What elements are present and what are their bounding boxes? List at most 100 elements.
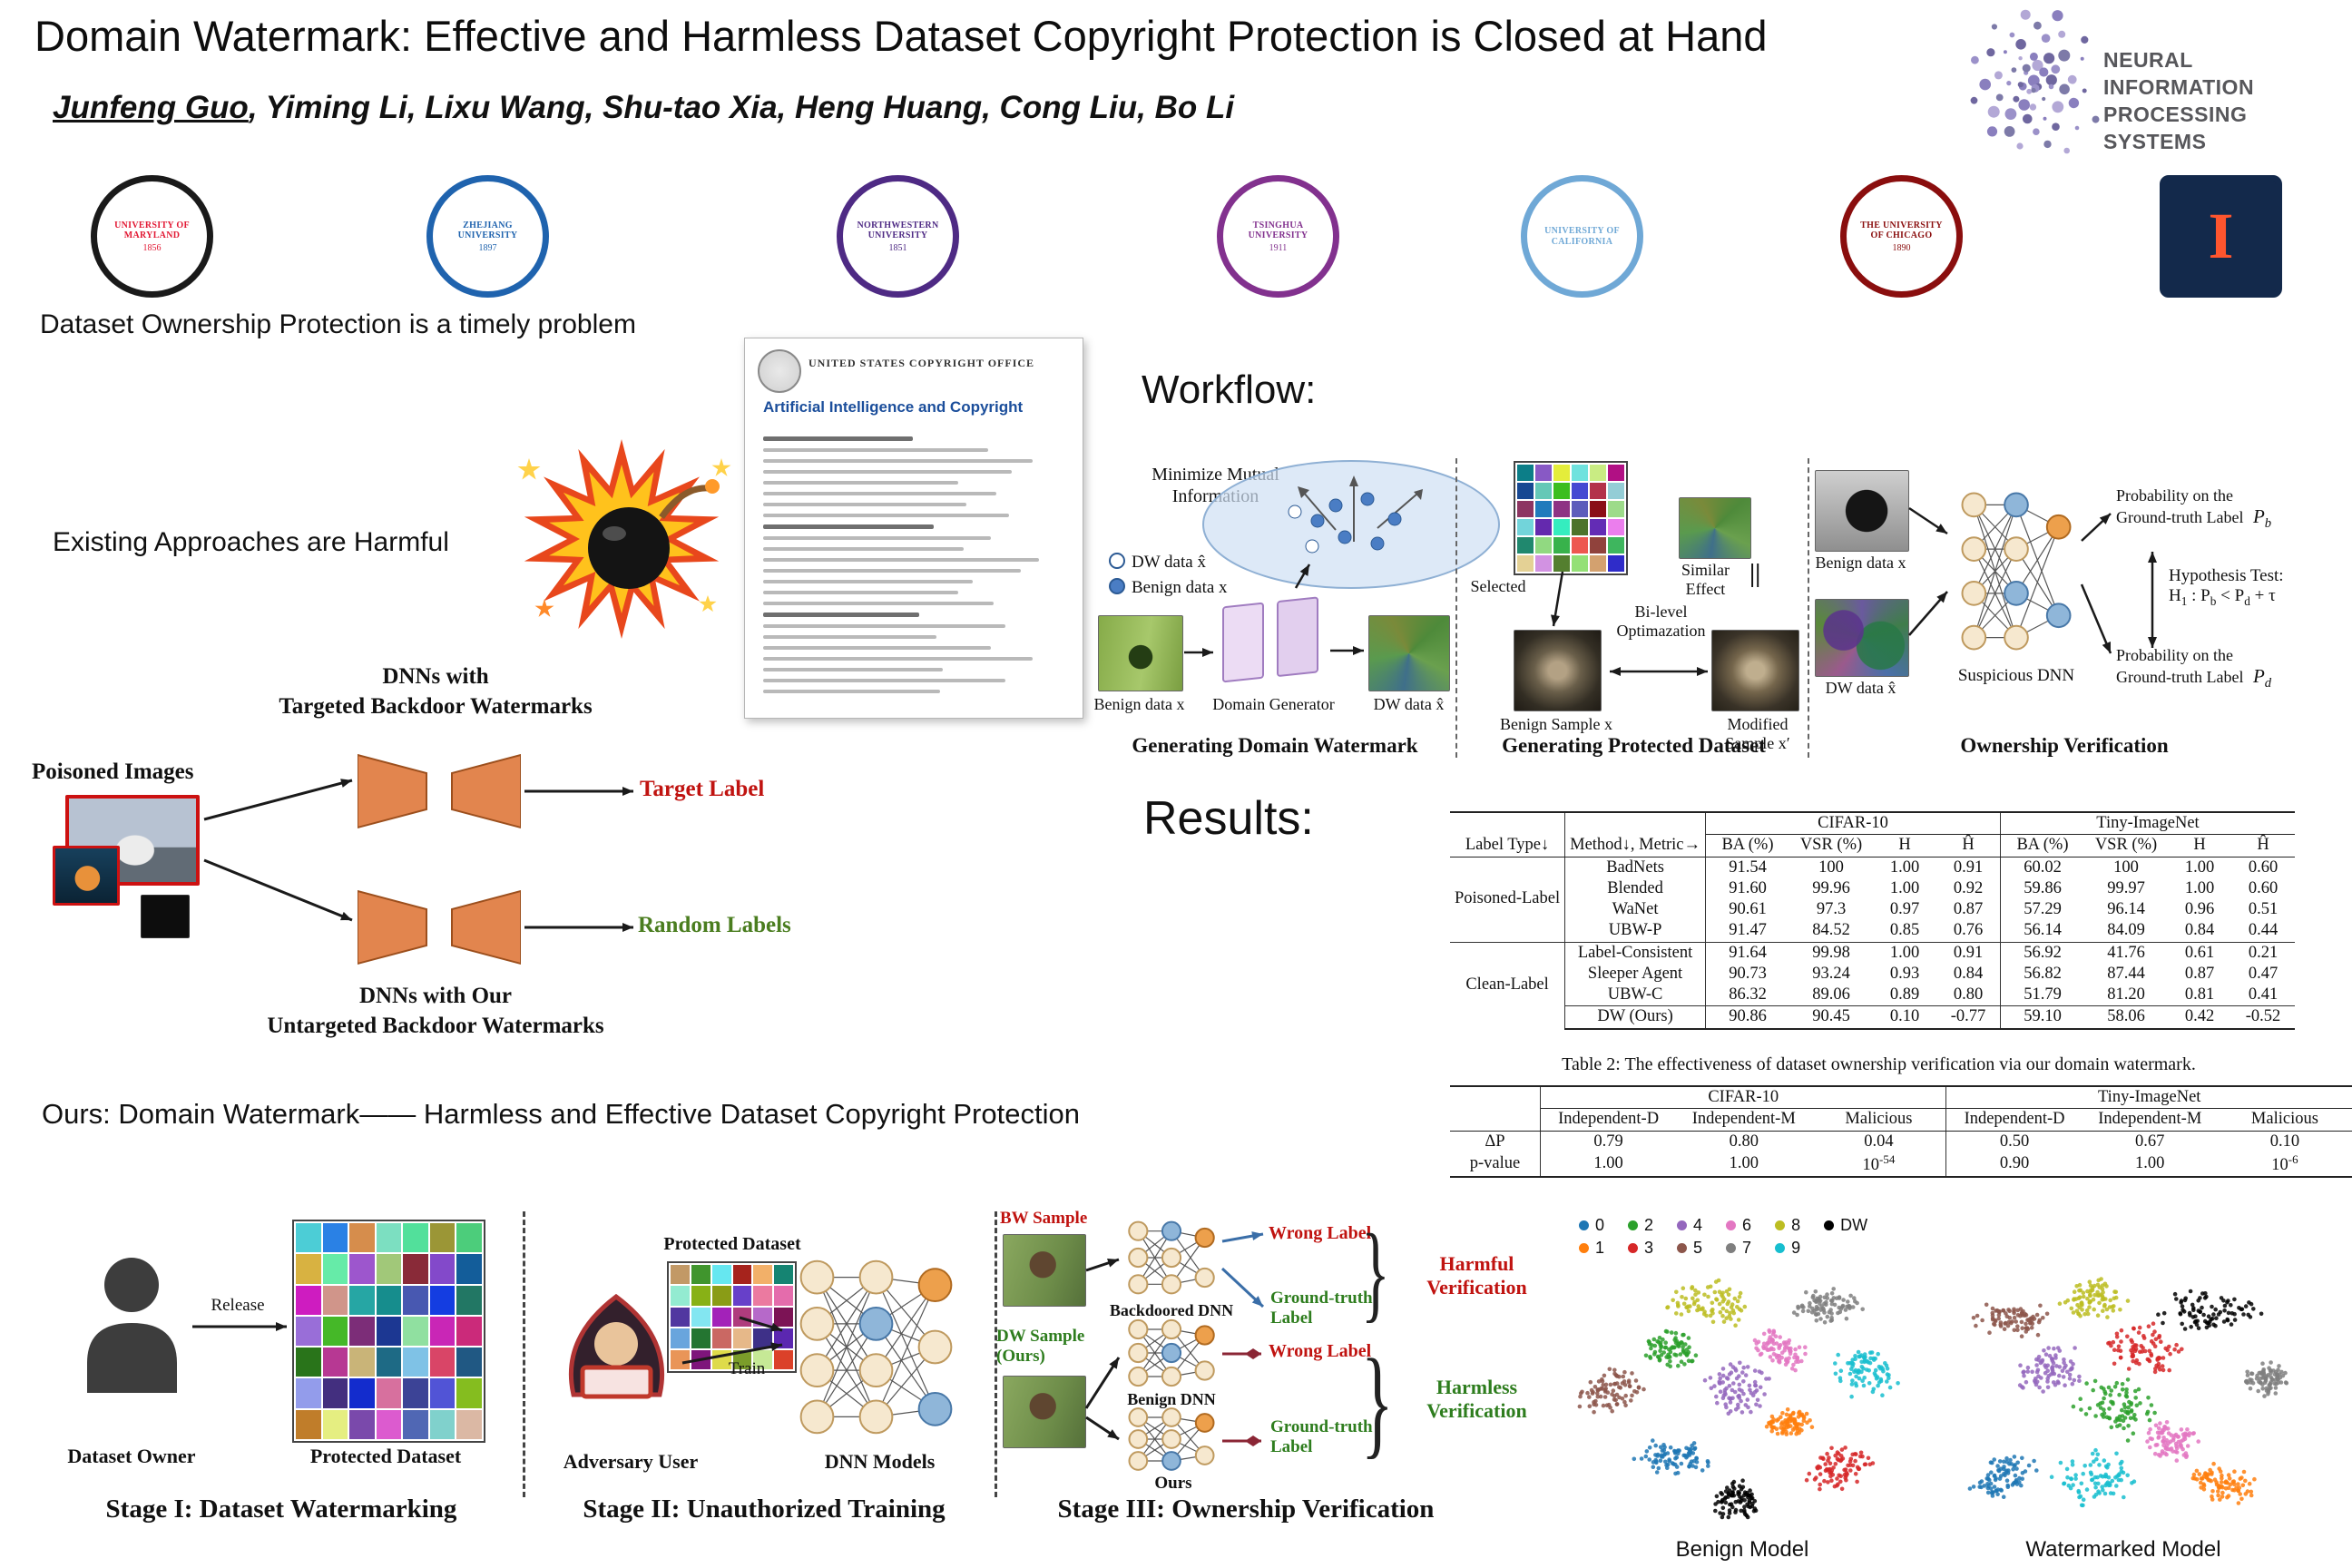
table-cell: 57.29: [2024, 900, 2062, 919]
thumbnail: [456, 1254, 482, 1284]
bw-sample-image: [1003, 1234, 1086, 1307]
targeted-dnn-icon: [358, 753, 521, 829]
legend-item: 6: [1726, 1216, 1751, 1235]
logo-text: TSINGHUA UNIVERSITY 1911: [1248, 220, 1308, 253]
table-cell: 0.87: [1936, 899, 2001, 921]
benign-dog-image: [1815, 470, 1909, 552]
thumbnail: [1572, 501, 1588, 517]
table-cell: 91.60: [1729, 878, 1767, 897]
thumbnail: [1517, 537, 1534, 554]
table-cell: H: [1873, 834, 1936, 858]
thumbnail: [1535, 465, 1552, 481]
d2-caption: Generating Protected Dataset: [1502, 734, 1766, 757]
table-cell: [1450, 811, 1566, 835]
wrong-label-mid: Wrong Label: [1269, 1341, 1372, 1361]
harmless-verification-label: Harmless Verification: [1426, 1376, 1527, 1422]
table-cell: 56.92: [2000, 941, 2084, 964]
thumbnail: [429, 1378, 456, 1408]
thumbnail: [1590, 465, 1606, 481]
bilevel-label: Bi-level Optimazation: [1616, 603, 1706, 641]
thumbnail: [671, 1307, 690, 1328]
doc-text-line: [763, 492, 997, 495]
mutual-information-ellipse: [1202, 460, 1500, 589]
thumbnail: [456, 1285, 482, 1315]
watermarked-model-title: Watermarked Model: [2025, 1537, 2221, 1562]
table-cell: Method↓, Metric→: [1564, 834, 1706, 858]
prob-top-sym: Pb: [2252, 505, 2272, 532]
thumbnail: [1535, 555, 1552, 572]
selected-label: Selected: [1470, 577, 1526, 595]
neurips-line2: PROCESSING SYSTEMS: [2103, 102, 2248, 153]
thumbnail: [1517, 519, 1534, 535]
thumbnail: [322, 1378, 348, 1408]
table-cell: BA (%): [2000, 834, 2084, 858]
prob-bottom: Probability on the Ground-truth Label Pd: [2116, 646, 2343, 692]
thumbnail: [1553, 555, 1570, 572]
university-logo: I: [2160, 175, 2282, 298]
table-cell: 90.45: [1789, 1005, 1873, 1030]
harmful-heading: Existing Approaches are Harmful: [53, 527, 449, 557]
table-cell: 1.00: [1873, 941, 1936, 964]
dnn-models-icon: [799, 1259, 953, 1435]
prob-bottom-text: Probability on the Ground-truth Label: [2116, 646, 2244, 687]
doc-text-line: [763, 646, 991, 650]
doc-text-line: [763, 624, 1006, 628]
backdoored-dnn-icon: [1128, 1220, 1215, 1295]
table-cell: 0.44: [2248, 921, 2278, 940]
thumbnail: [296, 1348, 321, 1377]
bomb-explosion-icon: [517, 439, 731, 639]
legend-column: DW: [1824, 1216, 1867, 1258]
table-cell: 90.73: [1729, 964, 1767, 983]
thumbnail: [1590, 501, 1606, 517]
thumbnail: [403, 1254, 428, 1284]
thumbnail: [691, 1307, 710, 1328]
thumbnail: [403, 1223, 428, 1253]
table-cell: 0.50: [1999, 1132, 2030, 1151]
gt-label-top: Ground-truth Label: [1270, 1289, 1373, 1328]
table-cell: Independent-M: [1676, 1108, 1812, 1132]
doc-text-line: [763, 569, 1021, 573]
thumbnail: [671, 1265, 690, 1285]
thumbnail: [376, 1316, 402, 1347]
legend-dot: [1677, 1243, 1688, 1253]
protected-dataset-grid: [292, 1220, 485, 1443]
benign-data-caption: Benign data x: [1093, 695, 1185, 713]
table-cell: 99.96: [1812, 878, 1850, 897]
prob-bottom-sym: Pd: [2252, 665, 2272, 691]
thumbnail: [732, 1328, 752, 1348]
table-cell: 0.97: [1889, 900, 1920, 919]
suspicious-dnn-icon: [1961, 492, 2072, 651]
table-cell: Tiny-ImageNet: [1945, 1085, 2352, 1110]
table-cell: 89.06: [1812, 985, 1850, 1004]
benign-data-image: [1098, 615, 1183, 691]
table-cell: 1.00: [2082, 1152, 2218, 1179]
table-cell: 0.91: [1936, 857, 2001, 878]
thumbnail: [322, 1409, 348, 1439]
table-cell: 0.91: [1936, 941, 2001, 964]
table-cell: 84.52: [1812, 921, 1850, 940]
workflow-heading: Workflow:: [1142, 368, 1317, 412]
university-logo: UNIVERSITY OF CALIFORNIA: [1521, 175, 1643, 298]
thumbnail: [429, 1348, 456, 1377]
harmful-verification-label: Harmful Verification: [1426, 1252, 1527, 1298]
table-cell: 1.00: [2184, 878, 2215, 897]
table-cell: 0.76: [1936, 920, 2001, 943]
thumbnail: [1535, 519, 1552, 535]
table-cell: 96.14: [2107, 900, 2145, 919]
thumbnail: [296, 1254, 321, 1284]
copyright-doc-title: Artificial Intelligence and Copyright: [763, 398, 1024, 416]
wrong-label-top: Wrong Label: [1269, 1223, 1372, 1243]
copyright-doc-body: [763, 429, 1063, 701]
results-heading: Results:: [1143, 792, 1314, 845]
table-cell: CIFAR-10: [1705, 811, 2001, 836]
thumbnail: [1590, 537, 1606, 554]
stage2-caption: Stage II: Unauthorized Training: [583, 1494, 946, 1524]
legend-dot: [1726, 1220, 1737, 1230]
thumbnail: [322, 1285, 348, 1315]
university-logo: TSINGHUA UNIVERSITY 1911: [1217, 175, 1339, 298]
thumbnail: [1553, 465, 1570, 481]
stage-divider-1: [523, 1211, 525, 1497]
thumbnail: [732, 1307, 752, 1328]
thumbnail: [691, 1349, 710, 1369]
